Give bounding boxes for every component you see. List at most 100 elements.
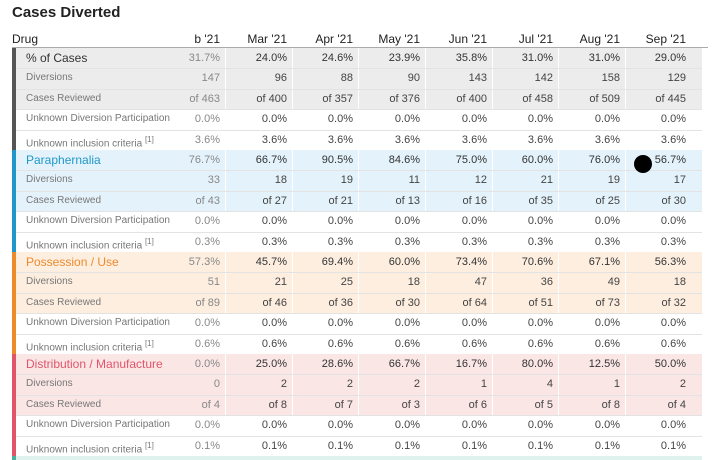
row-label: Cases Reviewed (26, 398, 102, 410)
row-label: Possession / Use (26, 255, 119, 269)
table-cell: 31.7% (188, 52, 220, 64)
table-cell: 0.3% (660, 235, 686, 248)
table-cell: 31.0% (588, 52, 620, 64)
table-row[interactable]: Unknown Diversion Participation 0.0% 0.0% 0… (16, 211, 702, 232)
month-column-header[interactable]: Jul '21 (518, 32, 553, 46)
table-row[interactable]: Cases Reviewed of 463 of 400 of 357 of 376 of… (16, 88, 702, 110)
month-column-header[interactable]: Sep '21 (645, 32, 686, 46)
table-cell: of 43 (195, 194, 220, 207)
table-row[interactable]: Distribution / Manufacture 0.0% 25.0% 28.6%… (16, 354, 702, 375)
row-label: Unknown Diversion Participation (26, 113, 170, 125)
table-row[interactable]: Possession / Use 57.3% 45.7% 69.4% 60.0% 73.4… (16, 252, 702, 273)
table-cell: 0.0% (194, 317, 220, 330)
row-label: Distribution / Manufacture (26, 357, 163, 371)
month-column-header[interactable]: May '21 (378, 32, 420, 46)
table-row[interactable]: Diversions 147 96 88 90 143 142 158 129 (16, 68, 702, 89)
table-cell: 0.0% (594, 419, 620, 432)
footnote-marker[interactable]: [1] (144, 236, 154, 246)
table-cell: 45.7% (255, 256, 287, 268)
table-row[interactable]: Cases Reviewed of 43 of 27 of 21 of 13 of 16 o… (16, 190, 702, 212)
row-label: Cases Reviewed (26, 92, 102, 104)
table-cell: of 51 (528, 296, 553, 309)
footnote-marker[interactable]: [1] (144, 338, 154, 348)
table-cell: 66.7% (255, 154, 287, 166)
table-cell: 0.0% (527, 419, 553, 432)
table-row[interactable]: Cases Reviewed of 89 of 46 of 36 of 30 of 64 o… (16, 292, 702, 314)
table-cell: 1 (613, 378, 620, 391)
table-row[interactable]: % of Cases 31.7% 24.0% 24.6% 23.9% 35.8% 31.0%… (16, 48, 702, 69)
drug-group: Possession / Use 57.3% 45.7% 69.4% 60.0% 73.4… (12, 252, 702, 354)
table-cell: 0.3% (594, 235, 620, 248)
row-divider (16, 292, 702, 294)
table-cell: 3.6% (660, 133, 686, 146)
table-cell: 0.6% (660, 337, 686, 350)
table-row[interactable]: Unknown Diversion Participation 0.0% 0.0% 0… (16, 313, 702, 334)
table-cell: 0.6% (527, 337, 553, 350)
drug-column-header[interactable]: Drug (12, 32, 39, 46)
table-cell: of 25 (595, 194, 620, 207)
cursor-dot (634, 155, 652, 173)
table-cell: of 46 (262, 296, 287, 309)
row-divider (16, 231, 702, 233)
row-label: Diversions (26, 276, 73, 288)
table-cell: of 36 (328, 296, 353, 309)
table-cell: 0.0% (194, 113, 220, 126)
table-cell: of 32 (661, 296, 686, 309)
month-column-header[interactable]: Jun '21 (448, 32, 487, 46)
table-row[interactable]: Unknown Diversion Participation 0.0% 0.0% 0… (16, 109, 702, 130)
table-cell: 50.0% (654, 358, 686, 370)
table-row[interactable]: Unknown inclusion criteria [1] 0.6% 0.6% 0.… (16, 333, 702, 354)
table-cell: 0.1% (461, 439, 487, 452)
table-cell: 0.0% (261, 419, 287, 432)
table-cell: 90 (407, 72, 420, 85)
row-divider (16, 190, 702, 192)
table-cell: 19 (340, 174, 353, 187)
table-cell: 0.0% (660, 113, 686, 126)
table-cell: 0.6% (394, 337, 420, 350)
table-cell: 51 (207, 276, 220, 289)
table-cell: 3.6% (194, 133, 220, 146)
table-row[interactable]: Diversions 33 18 19 11 12 21 19 17 (16, 170, 702, 191)
table-cell: 28.6% (321, 358, 353, 370)
table-row[interactable]: Cases Reviewed of 4 of 8 of 7 of 3 of 6 of 5 of… (16, 394, 702, 416)
table-row[interactable]: Paraphernalia 76.7% 66.7% 90.5% 84.6% 75.0% 60… (16, 150, 702, 171)
footnote-marker[interactable]: [1] (144, 440, 154, 450)
table-row[interactable]: Unknown inclusion criteria [1] 3.6% 3.6% 3.… (16, 129, 702, 150)
table-row[interactable]: Diversions 51 21 25 18 47 36 49 18 (16, 272, 702, 293)
row-divider (16, 313, 702, 315)
table-cell: 96 (274, 72, 287, 85)
table-cell: 0 (213, 378, 220, 391)
table-cell: 0.0% (327, 419, 353, 432)
table-cell: 60.0% (388, 256, 420, 268)
table-cell: 0.0% (394, 419, 420, 432)
table-cell: 3.6% (594, 133, 620, 146)
table-cell: 0.0% (261, 215, 287, 228)
footnote-marker[interactable]: [1] (144, 134, 154, 144)
table-cell: 0.0% (461, 215, 487, 228)
table-cell: 35.8% (455, 52, 487, 64)
table-cell: 0.0% (261, 317, 287, 330)
table-cell: 16.7% (455, 358, 487, 370)
month-column-header[interactable]: Mar '21 (247, 32, 287, 46)
table-cell: 0.0% (394, 215, 420, 228)
table-cell: 0.0% (527, 113, 553, 126)
table-cell: 0.1% (594, 439, 620, 452)
table-cell: 0.3% (461, 235, 487, 248)
table-cell: of 6 (468, 398, 487, 411)
table-cell: 0.0% (327, 317, 353, 330)
row-divider (16, 415, 702, 417)
month-column-header[interactable]: b '21 (194, 32, 220, 46)
table-row[interactable]: Diversions 0 2 2 2 1 4 1 2 (16, 374, 702, 395)
table-cell: 0.3% (394, 235, 420, 248)
table-cell: 2 (280, 378, 287, 391)
table-cell: 2 (679, 378, 686, 391)
table-cell: 4 (546, 378, 553, 391)
month-column-header[interactable]: Apr '21 (315, 32, 353, 46)
table-cell: of 8 (268, 398, 287, 411)
month-column-header[interactable]: Aug '21 (579, 32, 620, 46)
table-row[interactable]: Unknown inclusion criteria [1] 0.3% 0.3% 0.… (16, 231, 702, 252)
table-row[interactable]: Unknown inclusion criteria [1] 0.1% 0.1% 0.… (16, 435, 702, 456)
table-row[interactable]: Unknown Diversion Participation 0.0% 0.0% 0… (16, 415, 702, 436)
drug-group: % of Cases 31.7% 24.0% 24.6% 23.9% 35.8% 31.0%… (12, 48, 702, 150)
table-cell: 0.0% (660, 215, 686, 228)
